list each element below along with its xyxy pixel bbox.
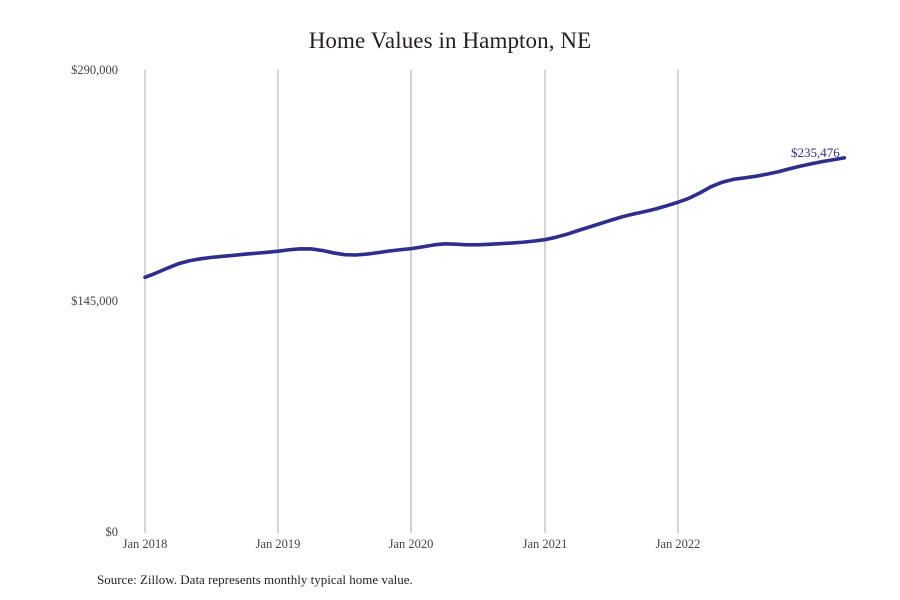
x-axis-tick-jan-2022: Jan 2022 <box>655 537 701 551</box>
chart-title: Home Values in Hampton, NE <box>308 28 592 53</box>
endpoint-value-label: $235,476 <box>791 145 840 160</box>
y-axis-tick-mid: $145,000 <box>71 294 118 308</box>
home-value-trend-line <box>143 156 847 280</box>
source-footnote: Source: Zillow. Data represents monthly … <box>97 572 413 587</box>
y-axis-tick-zero: $0 <box>105 525 119 539</box>
vertical-gridlines <box>144 70 679 533</box>
x-axis-tick-jan-2019: Jan 2019 <box>255 537 301 551</box>
x-axis-tick-jan-2018: Jan 2018 <box>122 537 168 551</box>
x-axis-tick-jan-2020: Jan 2020 <box>388 537 434 551</box>
y-axis-tick-top: $290,000 <box>71 63 118 77</box>
x-axis-tick-jan-2021: Jan 2021 <box>522 537 568 551</box>
